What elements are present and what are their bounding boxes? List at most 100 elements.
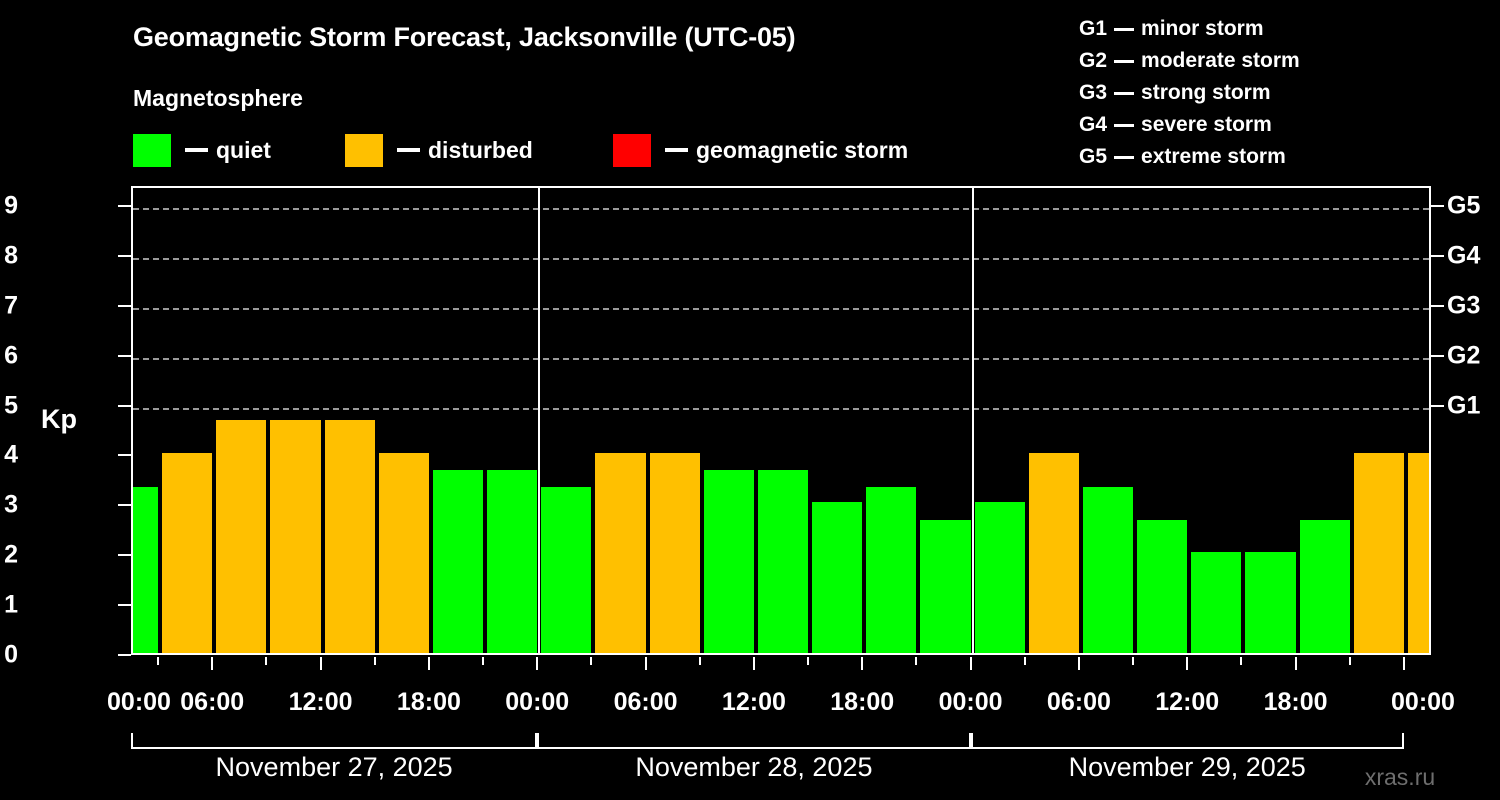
x-tick-mark	[861, 657, 864, 670]
kp-bar	[1245, 551, 1296, 653]
x-tick-mark	[1023, 657, 1026, 665]
legend-dash-icon	[397, 148, 420, 152]
x-tick-mark	[265, 657, 268, 665]
legend-swatch-quiet	[133, 133, 171, 167]
g-axis-label-g2: G2	[1447, 341, 1481, 370]
kp-bar	[812, 501, 863, 653]
legend-label-disturbed: disturbed	[428, 136, 533, 163]
x-tick-label: 12:00	[721, 688, 786, 716]
g-legend-desc-g5: extreme storm	[1141, 145, 1286, 168]
x-tick-mark	[698, 657, 701, 665]
x-tick-mark	[427, 657, 430, 670]
x-tick-label: 00:00	[938, 688, 1003, 716]
g-legend-code-g4: G4	[1079, 113, 1108, 136]
legend-entry-disturbed: disturbed	[345, 132, 533, 168]
g-legend-code-g3: G3	[1079, 81, 1108, 104]
y-tick-label-3: 3	[4, 490, 18, 519]
y-tick-label-0: 0	[4, 640, 18, 669]
magnetosphere-label: Magnetosphere	[133, 85, 303, 111]
kp-bar	[757, 469, 809, 653]
x-tick-label: 18:00	[830, 688, 895, 716]
y-tick-mark-4	[118, 454, 131, 457]
x-tick-mark	[319, 657, 322, 670]
gridline-kp-8	[133, 257, 1429, 260]
kp-bar	[1028, 453, 1079, 653]
y-tick-label-4: 4	[4, 440, 18, 469]
x-tick-mark	[373, 657, 376, 665]
g-legend-row-g2: G2 moderate storm	[1079, 45, 1300, 77]
x-tick-mark	[807, 657, 810, 665]
legend-swatch-geomagnetic-storm	[613, 133, 651, 167]
x-tick-label: 06:00	[180, 688, 245, 716]
kp-bar	[270, 420, 321, 653]
kp-bar	[1407, 453, 1429, 653]
chart-plot-area	[131, 186, 1431, 655]
g-legend-code-g2: G2	[1079, 49, 1108, 72]
x-tick-mark	[211, 657, 214, 670]
g-legend-desc-g3: strong storm	[1141, 81, 1271, 104]
x-tick-label: 00:00	[1391, 688, 1455, 716]
g-tick-mark-g1	[1431, 404, 1444, 407]
y-tick-mark-3	[118, 504, 131, 507]
kp-bar	[1082, 486, 1134, 653]
x-tick-label: 00:00	[107, 688, 171, 716]
kp-bar	[1299, 519, 1350, 653]
g-legend-dash-icon	[1114, 59, 1135, 63]
legend-swatch-disturbed	[345, 133, 383, 167]
x-tick-mark	[1402, 657, 1405, 670]
kp-bar	[649, 453, 700, 653]
day-label-3: November 29, 2025	[1068, 752, 1306, 782]
legend-label-quiet: quiet	[216, 136, 271, 163]
kp-bar	[432, 469, 484, 653]
legend-label-geomagnetic-storm: geomagnetic storm	[696, 136, 909, 163]
kp-bar	[216, 420, 267, 653]
x-tick-mark	[482, 657, 485, 665]
x-tick-mark	[536, 657, 539, 670]
y-tick-label-8: 8	[4, 241, 18, 270]
y-tick-mark-2	[118, 554, 131, 557]
day-bracket-3	[970, 733, 1404, 749]
g-axis-label-g1: G1	[1447, 391, 1481, 420]
x-tick-label: 06:00	[613, 688, 678, 716]
gridline-kp-9	[133, 207, 1429, 210]
x-tick-mark	[1348, 657, 1351, 665]
g-axis-label-g4: G4	[1447, 241, 1481, 270]
kp-bar	[133, 486, 159, 653]
kp-bar	[595, 453, 646, 653]
g-legend-code-g1: G1	[1079, 17, 1108, 40]
g-legend-dash-icon	[1114, 155, 1135, 159]
x-tick-mark	[1132, 657, 1135, 665]
x-tick-mark	[1077, 657, 1080, 670]
kp-bar	[162, 453, 213, 653]
y-tick-label-9: 9	[4, 191, 18, 220]
legend-dash-icon	[665, 148, 688, 152]
day-label-2: November 28, 2025	[635, 752, 873, 782]
day-separator-2	[971, 188, 974, 653]
x-tick-mark	[969, 657, 972, 670]
day-bracket-2	[537, 733, 971, 749]
kp-bar	[974, 501, 1025, 653]
kp-bar	[541, 486, 592, 653]
y-tick-label-2: 2	[4, 540, 18, 569]
kp-bar	[1353, 453, 1404, 653]
g-legend-desc-g1: minor storm	[1141, 17, 1264, 40]
y-tick-mark-6	[118, 354, 131, 357]
day-label-1: November 27, 2025	[215, 752, 453, 782]
y-tick-mark-8	[118, 254, 131, 257]
g-legend-desc-g4: severe storm	[1141, 113, 1272, 136]
gridline-kp-5	[133, 407, 1429, 410]
g-legend-row-g5: G5 extreme storm	[1079, 141, 1300, 173]
g-tick-mark-g5	[1431, 204, 1444, 207]
x-tick-mark	[1186, 657, 1189, 670]
g-legend-row-g3: G3 strong storm	[1079, 77, 1300, 109]
gridline-kp-6	[133, 357, 1429, 360]
g-legend-code-g5: G5	[1079, 145, 1108, 168]
g-axis-label-g3: G3	[1447, 291, 1481, 320]
x-tick-mark	[1294, 657, 1297, 670]
g-tick-mark-g4	[1431, 254, 1444, 257]
x-tick-mark	[590, 657, 593, 665]
g-scale-legend: G1 minor storm G2 moderate storm G3 strong st…	[1079, 13, 1300, 173]
y-tick-label-7: 7	[4, 291, 18, 320]
y-tick-mark-5	[118, 404, 131, 407]
day-separator-1	[538, 188, 541, 653]
